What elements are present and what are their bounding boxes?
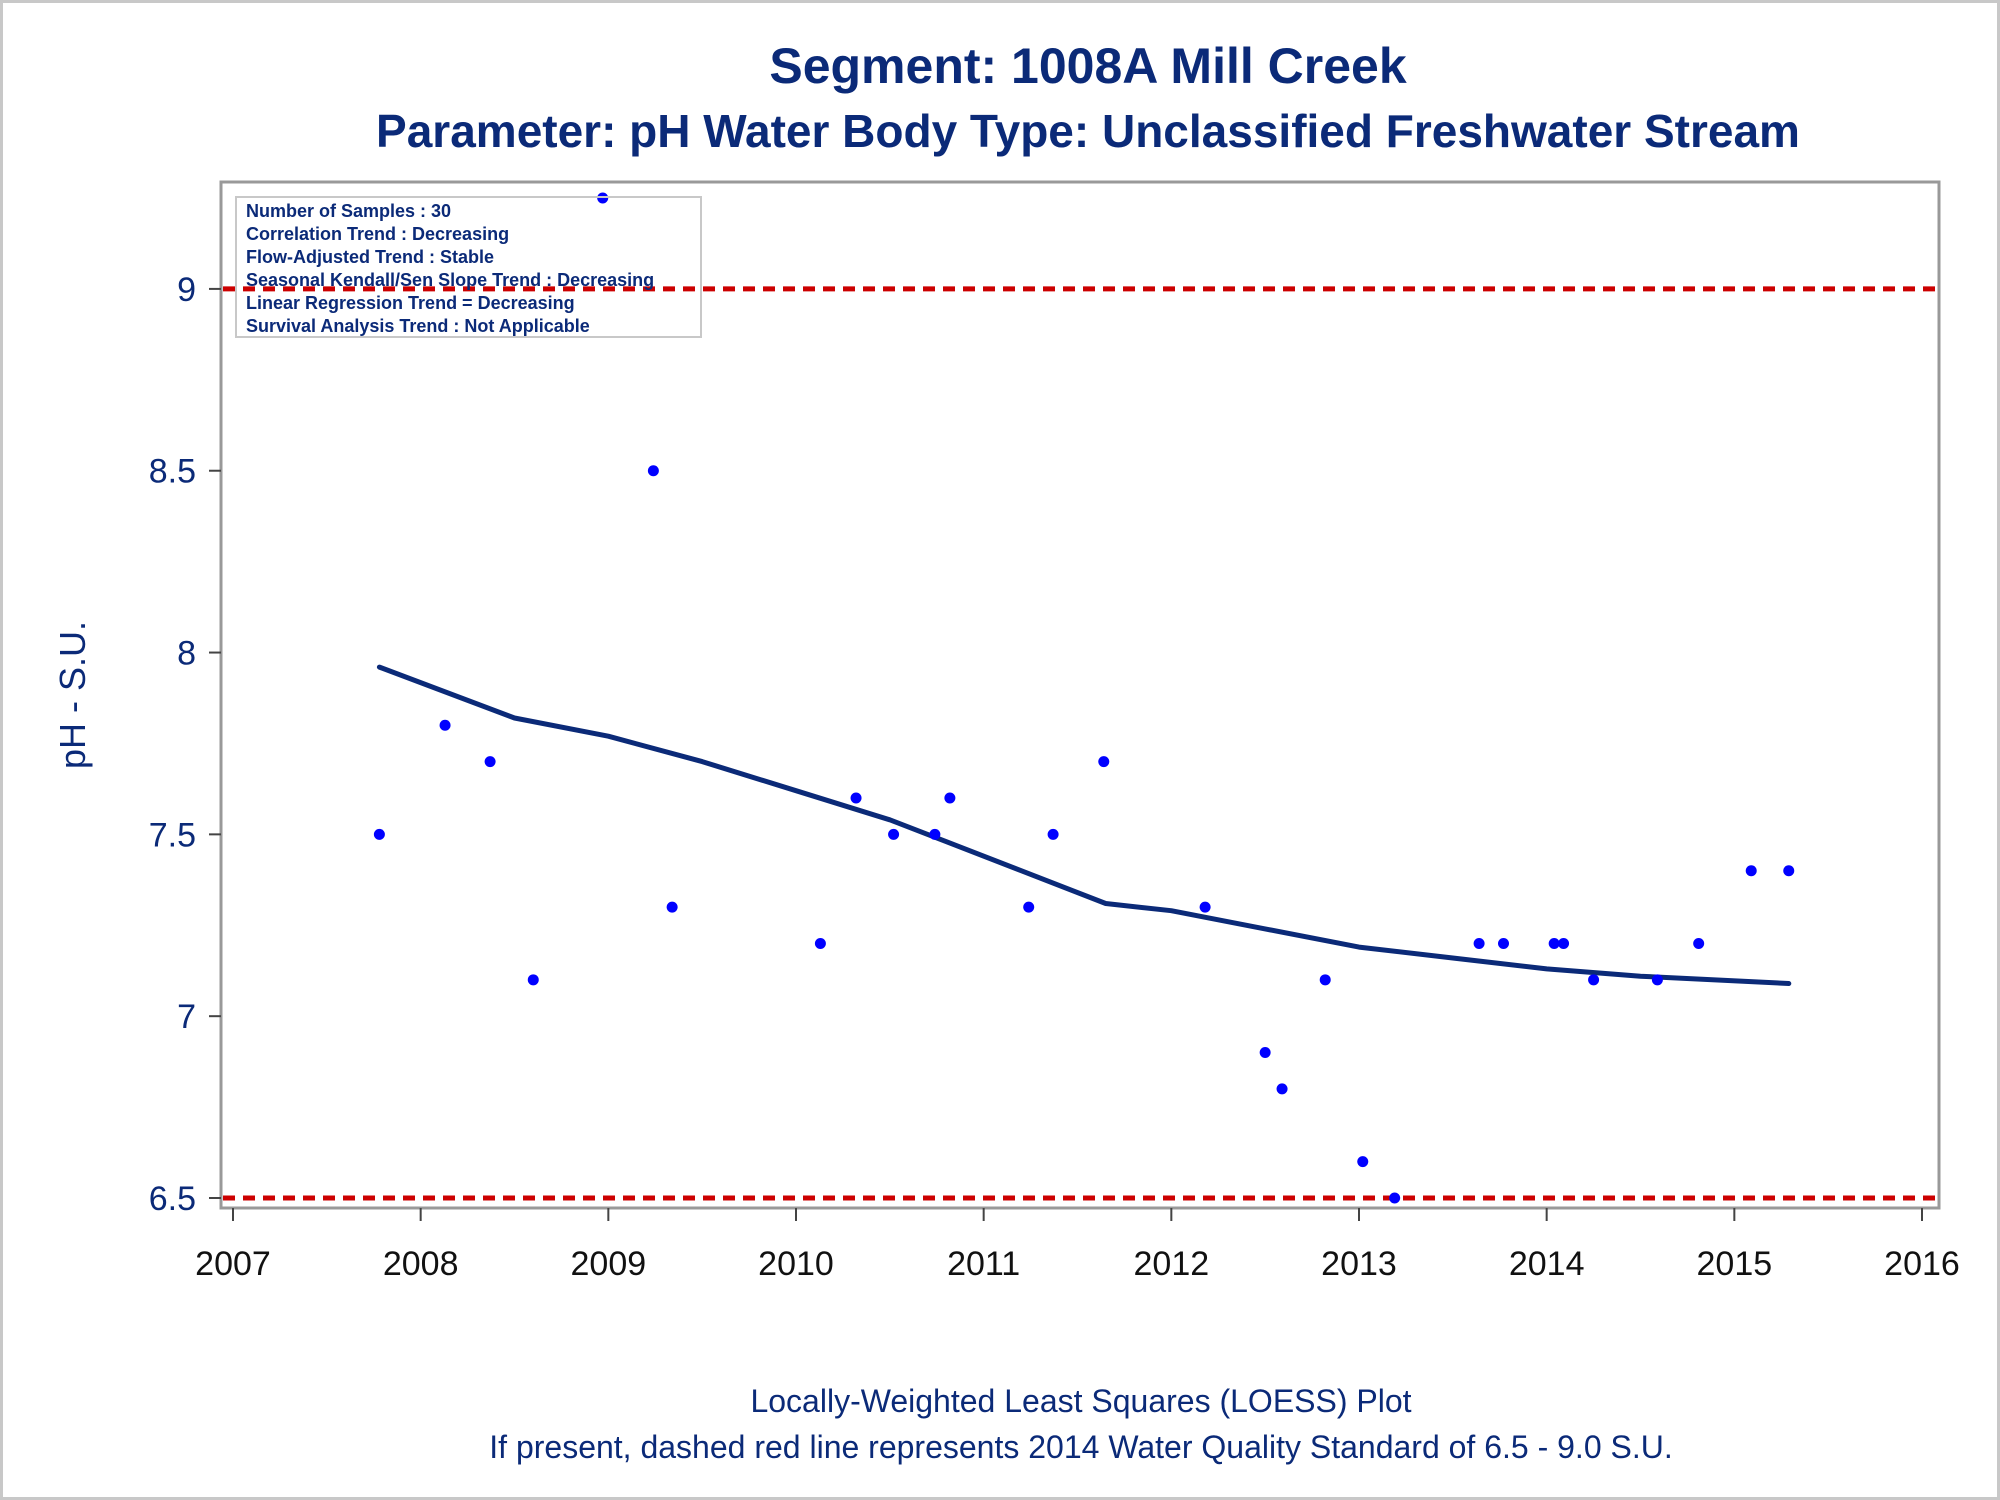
data-point (1357, 1156, 1369, 1168)
inset-line: Linear Regression Trend = Decreasing (246, 293, 575, 313)
x-tick-label: 2011 (947, 1245, 1020, 1283)
data-point (1098, 756, 1110, 768)
data-point (1558, 937, 1570, 949)
data-point (647, 465, 659, 477)
y-tick-label: 9 (177, 271, 196, 309)
data-point (1473, 937, 1485, 949)
y-axis: 6.5 7 7.5 8 8.5 9 (149, 271, 221, 1218)
data-point (944, 792, 956, 804)
inset-lines: Number of Samples : 30 Correlation Trend … (246, 201, 654, 336)
inset-box (235, 196, 702, 338)
data-point (439, 719, 451, 731)
data-point (1745, 865, 1757, 877)
data-point (484, 756, 496, 768)
data-point (1548, 937, 1560, 949)
data-point (850, 792, 862, 804)
x-tick-label: 2010 (758, 1245, 834, 1283)
data-point (1259, 1047, 1271, 1059)
data-point (929, 828, 941, 840)
footnote-loess: Locally-Weighted Least Squares (LOESS) P… (750, 1383, 1411, 1419)
inset-line: Correlation Trend : Decreasing (246, 224, 509, 244)
data-point (527, 974, 539, 986)
x-tick-label: 2009 (571, 1245, 647, 1283)
x-tick-label: 2012 (1134, 1245, 1210, 1283)
data-point (1651, 974, 1663, 986)
x-tick-label: 2014 (1509, 1245, 1585, 1283)
trend-inset: Number of Samples : 30 Correlation Trend … (235, 196, 702, 338)
y-axis-label: pH - S.U. (52, 621, 93, 769)
data-point (814, 937, 826, 949)
plot-area (219, 180, 1941, 1210)
inset-line: Number of Samples : 30 (246, 201, 451, 221)
y-tick-label: 7.5 (149, 816, 196, 854)
inset-line: Flow-Adjusted Trend : Stable (246, 247, 494, 267)
y-tick-label: 8 (177, 635, 196, 673)
data-point (1588, 974, 1600, 986)
data-point (1319, 974, 1331, 986)
inset-line: Seasonal Kendall/Sen Slope Trend : Decre… (246, 270, 654, 290)
data-point (1498, 937, 1510, 949)
x-tick-label: 2016 (1884, 1245, 1960, 1283)
data-point (1783, 865, 1795, 877)
footnote-standard: If present, dashed red line represents 2… (489, 1429, 1672, 1465)
data-point (666, 901, 678, 913)
x-tick-label: 2007 (195, 1245, 271, 1283)
data-points (373, 192, 1795, 1204)
data-point (888, 828, 900, 840)
data-point (1693, 937, 1705, 949)
loess-curve (376, 664, 1792, 986)
data-point (1389, 1192, 1401, 1204)
standard-lines (223, 286, 1937, 1201)
data-point (1047, 828, 1059, 840)
chart-subtitle: Parameter: pH Water Body Type: Unclassif… (376, 105, 1800, 157)
x-tick-label: 2013 (1321, 1245, 1397, 1283)
x-tick-label: 2008 (383, 1245, 459, 1283)
y-tick-label: 6.5 (149, 1180, 196, 1218)
x-axis: 2007 2008 2009 2010 2011 2012 2013 2014 2015 2016 (195, 1208, 1960, 1283)
data-point (1199, 901, 1211, 913)
loess-layer (376, 664, 1792, 986)
data-point (1276, 1083, 1288, 1095)
y-tick-label: 7 (177, 998, 196, 1036)
x-tick-label: 2015 (1697, 1245, 1773, 1283)
data-point (1023, 901, 1035, 913)
y-tick-label: 8.5 (149, 453, 196, 491)
data-point (373, 828, 385, 840)
inset-line: Survival Analysis Trend : Not Applicable (246, 316, 590, 336)
chart-title: Segment: 1008A Mill Creek (769, 38, 1406, 94)
